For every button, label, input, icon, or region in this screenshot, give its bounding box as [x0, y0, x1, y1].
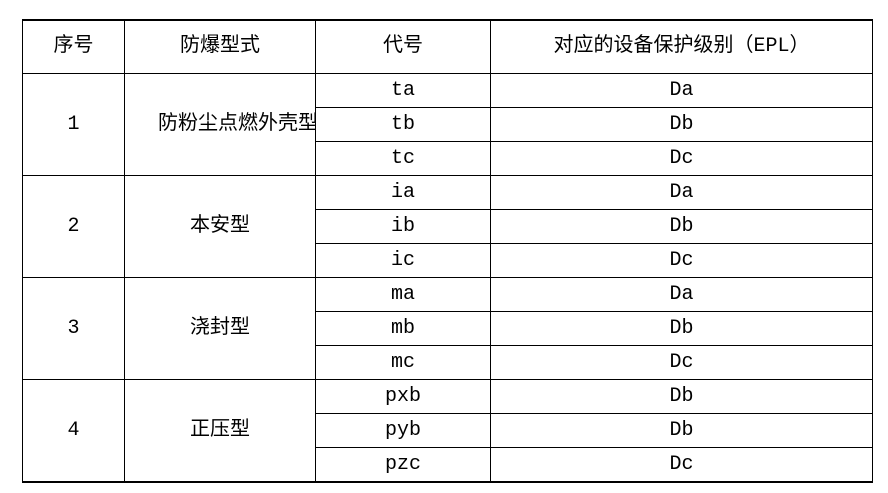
cell-code: ta	[315, 72, 491, 108]
cell-code: tc	[315, 140, 491, 176]
cell-epl: Da	[490, 276, 873, 312]
cell-type-1: 防粉尘点燃外壳型	[124, 72, 316, 176]
type-text: 防粉尘点燃外壳型	[158, 112, 316, 136]
cell-code: pzc	[315, 446, 491, 482]
cell-epl: Db	[490, 106, 873, 142]
table-row: mb Db	[23, 310, 873, 346]
table-row: 2 本安型 ia Da	[22, 174, 873, 278]
cell-type-4: 正压型	[124, 378, 316, 482]
type-text: 浇封型	[190, 316, 250, 340]
cell-code: ic	[315, 242, 491, 278]
table-row: tb Db	[23, 106, 873, 142]
cell-epl: Dc	[490, 242, 873, 278]
cell-code: pxb	[315, 378, 491, 414]
cell-epl: Da	[490, 174, 873, 210]
table-row: mc Dc	[23, 344, 873, 380]
header-cell-serial: 序号	[22, 19, 125, 74]
table-row: tc Dc	[23, 140, 873, 176]
header-cell-code: 代号	[315, 19, 491, 74]
cell-epl: Da	[490, 72, 873, 108]
cell-epl: Dc	[490, 446, 873, 482]
cell-code: ia	[315, 174, 491, 210]
table-row: pzc Dc	[23, 446, 873, 482]
cell-code: mc	[315, 344, 491, 380]
cell-serial-1: 1	[22, 72, 125, 176]
epl-table: 序号 防爆型式 代号 对应的设备保护级别（EPL） 1 防粉尘点燃外壳型 ta …	[22, 19, 873, 483]
type-text: 本安型	[190, 214, 250, 238]
table-row: ib Db	[23, 208, 873, 244]
cell-type-2: 本安型	[124, 174, 316, 278]
table-header: 序号 防爆型式 代号 对应的设备保护级别（EPL）	[22, 19, 873, 74]
cell-epl: Db	[490, 208, 873, 244]
cell-code: mb	[315, 310, 491, 346]
cell-epl: Db	[490, 412, 873, 448]
cell-code: ib	[315, 208, 491, 244]
header-row: 序号 防爆型式 代号 对应的设备保护级别（EPL）	[22, 19, 873, 74]
cell-epl: Dc	[490, 344, 873, 380]
table-body: 1 防粉尘点燃外壳型 ta Da tb Db tc Dc 2 本安型 ia Da	[22, 72, 873, 482]
cell-code: pyb	[315, 412, 491, 448]
cell-epl: Db	[490, 378, 873, 414]
cell-epl: Dc	[490, 140, 873, 176]
table-row: 1 防粉尘点燃外壳型 ta Da	[22, 72, 873, 176]
type-text: 正压型	[190, 418, 250, 442]
cell-serial-3: 3	[22, 276, 125, 380]
table-row: ic Dc	[23, 242, 873, 278]
cell-epl: Db	[490, 310, 873, 346]
cell-code: ma	[315, 276, 491, 312]
cell-serial-2: 2	[22, 174, 125, 278]
table-row: 3 浇封型 ma Da	[22, 276, 873, 380]
table-row: pyb Db	[23, 412, 873, 448]
cell-type-3: 浇封型	[124, 276, 316, 380]
header-cell-type: 防爆型式	[124, 19, 316, 74]
cell-serial-4: 4	[22, 378, 125, 482]
cell-code: tb	[315, 106, 491, 142]
header-cell-epl: 对应的设备保护级别（EPL）	[490, 19, 873, 74]
table-row: 4 正压型 pxb Db	[22, 378, 873, 482]
